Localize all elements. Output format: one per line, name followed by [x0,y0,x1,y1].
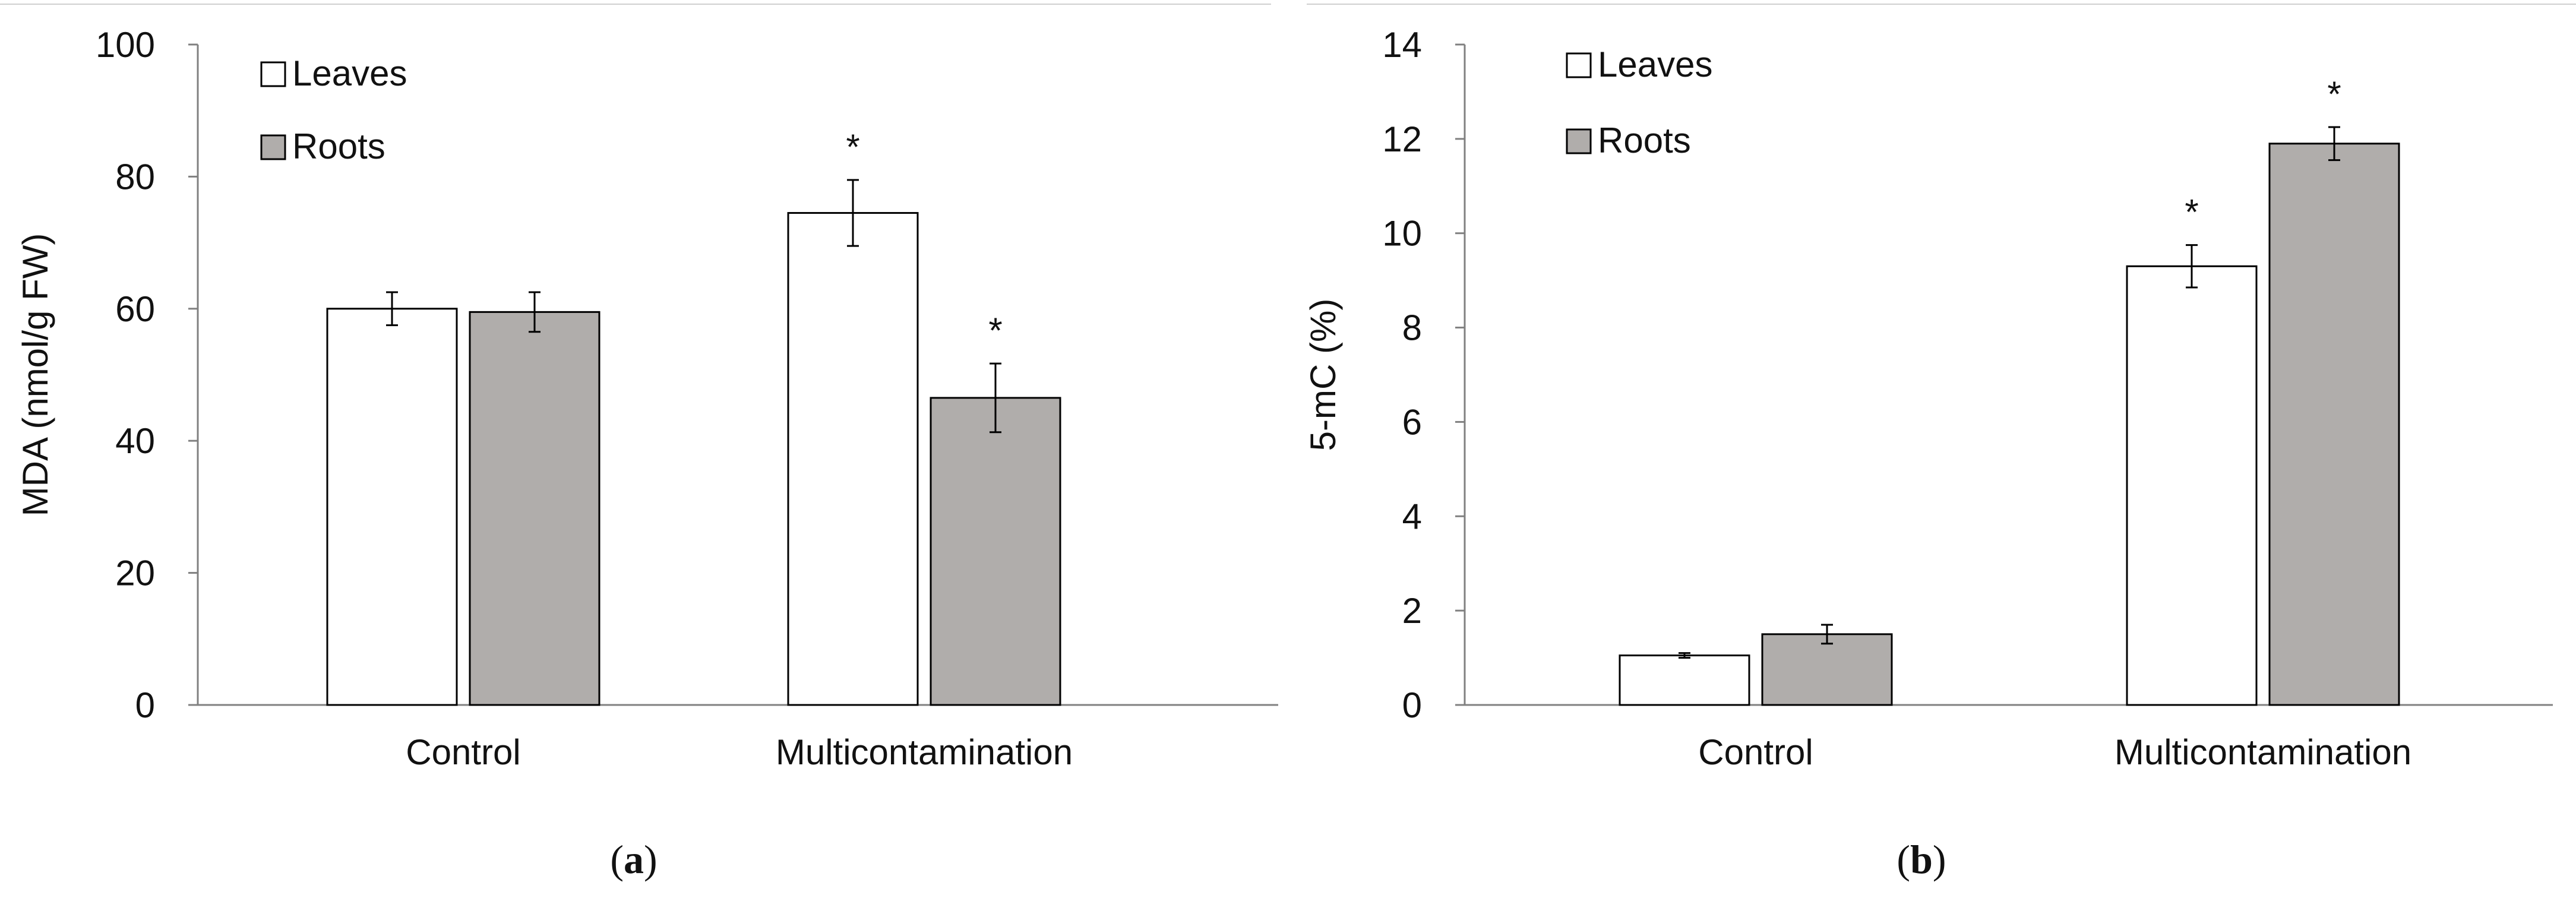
panel-a-y-axis-title: MDA (nmol/g FW) [15,233,55,517]
panel-a-significance-star: * [988,311,1002,350]
panel-b-y-tick-label: 10 [1382,214,1422,254]
panel-b-legend-label-roots: Roots [1598,121,1691,160]
panel-a-y-tick-label: 40 [115,421,155,461]
panel-b-legend-swatch-roots [1566,128,1592,154]
panel-a-category-label: Multicontamination [776,732,1073,772]
panel-b-bar-roots-control [1761,633,1893,706]
panel-a-legend-swatch-leaves [260,61,286,87]
panel-a-y-tick-label: 60 [115,289,155,329]
panel-a-legend-label-roots: Roots [292,126,385,166]
top-rule-right [1307,4,2576,5]
panel-b-significance-star: * [2327,74,2341,114]
panel-b-legend-swatch-leaves [1566,52,1592,78]
panel-b-y-tick-label: 6 [1402,402,1422,442]
panel-b-category-label: Control [1698,732,1813,772]
panel-a-y-tick-label: 20 [115,554,155,593]
panel-a-bar-roots-control [469,311,600,706]
panel-a-y-tick-label: 80 [115,157,155,197]
panel-b-y-tick-label: 2 [1402,591,1422,631]
top-rule-left [0,4,1271,5]
panel-b-y-axis-title: 5-mC (%) [1303,299,1343,451]
panel-b-significance-star: * [2185,192,2198,232]
panel-a-legend-label-leaves: Leaves [292,53,407,93]
panel-b-label: (b) [1897,837,1946,882]
panel-a-bar-leaves-control [326,308,458,706]
panel-a-bar-leaves-multicontamination [787,212,919,706]
panel-b-y-tick-label: 4 [1402,496,1422,536]
panel-a-y-tick-label: 100 [96,25,155,65]
panel-b-y-tick-label: 14 [1382,25,1422,65]
panel-b-legend-label-leaves: Leaves [1598,45,1712,84]
panel-b-bar-leaves-control [1619,654,1750,706]
panel-b-y-tick-label: 12 [1382,119,1422,159]
panel-a-y-tick-label: 0 [135,685,155,725]
panel-b-category-label: Multicontamination [2114,732,2411,772]
panel-b-y-tick-label: 8 [1402,308,1422,348]
panel-a-label: (a) [610,837,657,882]
panel-b-chart: 0 2 4 6 8 10 12 14 5-mC (%) Control * * Multicontami… [1303,25,2553,882]
panel-a-chart: 0 20 40 60 80 100 MDA (nmol/g FW) Control * * Mult… [15,25,1278,882]
panel-a-significance-star: * [846,127,859,167]
panel-a-bar-roots-multicontamination [930,397,1061,706]
panel-b-bar-roots-multicontamination [2268,143,2400,706]
panel-a-category-label: Control [406,732,520,772]
panel-b-bar-leaves-multicontamination [2126,265,2258,706]
panel-b-y-tick-label: 0 [1402,685,1422,725]
panel-a-legend-swatch-roots [260,134,286,160]
